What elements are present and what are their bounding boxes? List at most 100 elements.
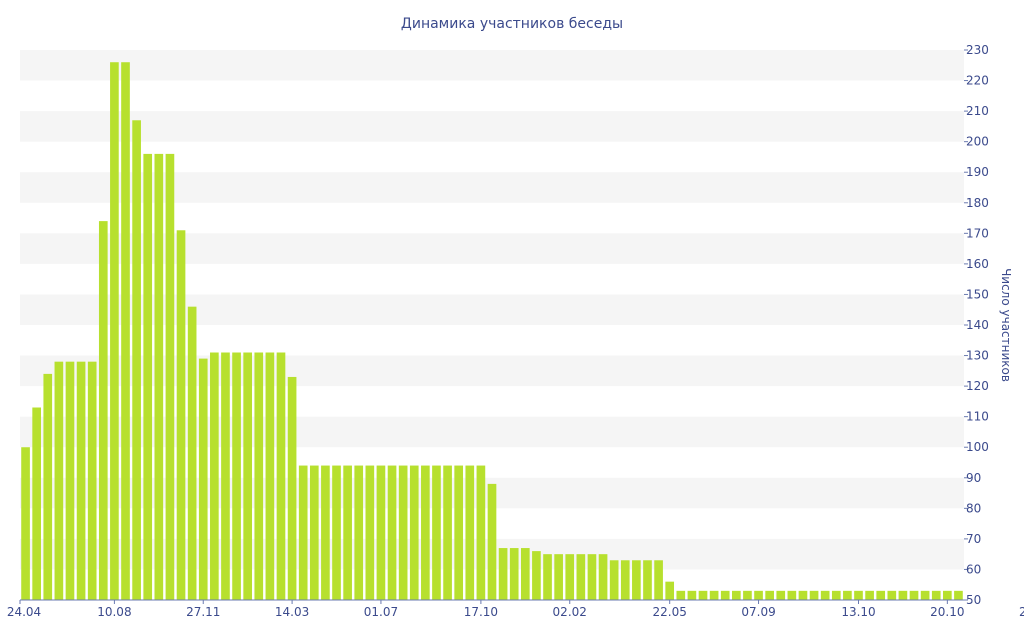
bar[interactable] [165,153,175,600]
bar[interactable] [232,352,241,601]
bar[interactable] [798,590,808,600]
bar[interactable] [809,590,819,600]
bar[interactable] [509,548,519,600]
bar[interactable] [298,465,308,600]
bar[interactable] [698,590,708,600]
bar[interactable] [609,560,619,600]
bar[interactable] [887,590,897,600]
bar[interactable] [520,548,530,600]
bar[interactable] [654,560,663,600]
bar[interactable] [243,352,253,601]
bar[interactable] [98,221,108,600]
bar[interactable] [309,465,319,600]
bar[interactable] [432,465,441,600]
bar[interactable] [620,560,630,600]
bar[interactable] [387,465,397,600]
bar[interactable] [276,352,286,601]
bar[interactable] [854,590,863,600]
bar[interactable] [565,554,575,600]
bar[interactable] [765,590,774,600]
y-tick-label: 50 [966,593,981,607]
y-tick-label: 130 [966,349,989,363]
grid-band [20,111,964,142]
bar[interactable] [909,590,919,600]
bar[interactable] [731,590,741,600]
y-axis-title: Число участников [999,268,1013,382]
bar[interactable] [720,590,730,600]
bar[interactable] [198,358,208,600]
x-tick-label: 01.07 [364,605,398,619]
bar[interactable] [321,465,330,600]
bar[interactable] [954,590,963,600]
bar[interactable] [87,361,97,600]
bar[interactable] [409,465,419,600]
bar[interactable] [365,465,375,600]
bar[interactable] [598,554,608,600]
bar[interactable] [254,352,264,601]
bar[interactable] [587,554,597,600]
bar[interactable] [876,590,886,600]
bar[interactable] [843,590,852,600]
bar[interactable] [176,230,186,600]
x-tick-label: 24.04 [7,605,41,619]
bar[interactable] [532,551,541,600]
bar[interactable] [465,465,475,600]
y-tick-label: 140 [966,318,989,332]
bar[interactable] [187,306,197,600]
bar[interactable] [820,590,830,600]
bar[interactable] [743,590,752,600]
bar[interactable] [920,590,930,600]
bar[interactable] [110,62,119,600]
bar[interactable] [121,62,130,600]
bar[interactable] [709,590,719,600]
bar[interactable] [554,554,563,600]
bar[interactable] [32,407,41,601]
bar[interactable] [398,465,408,600]
y-tick-label: 230 [966,43,989,57]
bar[interactable] [676,590,686,600]
bar[interactable] [421,465,430,600]
bar[interactable] [687,590,697,600]
bar[interactable] [665,581,675,600]
bar[interactable] [343,465,352,600]
bar[interactable] [943,590,952,600]
bar[interactable] [487,483,497,600]
x-axis-ticks: 24.04 10.08 27.11 14.03 01.07 17.10 02.02 22.05… [7,600,1024,619]
bar[interactable] [221,352,230,601]
x-tick-label: 10.08 [97,605,131,619]
bar[interactable] [332,465,341,600]
bar[interactable] [54,361,64,600]
bar[interactable] [376,465,386,600]
bar[interactable] [443,465,452,600]
bar[interactable] [931,590,941,600]
bar[interactable] [287,376,297,600]
bar[interactable] [776,590,786,600]
bar[interactable] [787,590,797,600]
bar[interactable] [498,548,508,600]
bar[interactable] [754,590,763,600]
bar[interactable] [210,352,219,601]
bar[interactable] [643,560,652,600]
x-tick-label: 02.02 [553,605,587,619]
bar[interactable] [476,465,486,600]
bar[interactable] [76,361,86,600]
bar[interactable] [143,153,153,600]
y-tick-label: 160 [966,257,989,271]
bar[interactable] [43,373,53,600]
bar[interactable] [65,361,75,600]
bar[interactable] [831,590,841,600]
bar[interactable] [21,447,30,600]
bar[interactable] [632,560,641,600]
bar[interactable] [454,465,464,600]
bar[interactable] [898,590,908,600]
bar[interactable] [354,465,364,600]
bar[interactable] [543,554,552,600]
bar[interactable] [576,554,586,600]
bar[interactable] [132,120,141,601]
bar[interactable] [265,352,275,601]
bar[interactable] [154,153,164,600]
y-axis-ticks: 50 60 70 80 90 100 110 120 130 140 150 160 170 180 190… [964,43,989,607]
y-tick-label: 150 [966,287,989,301]
bar[interactable] [865,590,874,600]
